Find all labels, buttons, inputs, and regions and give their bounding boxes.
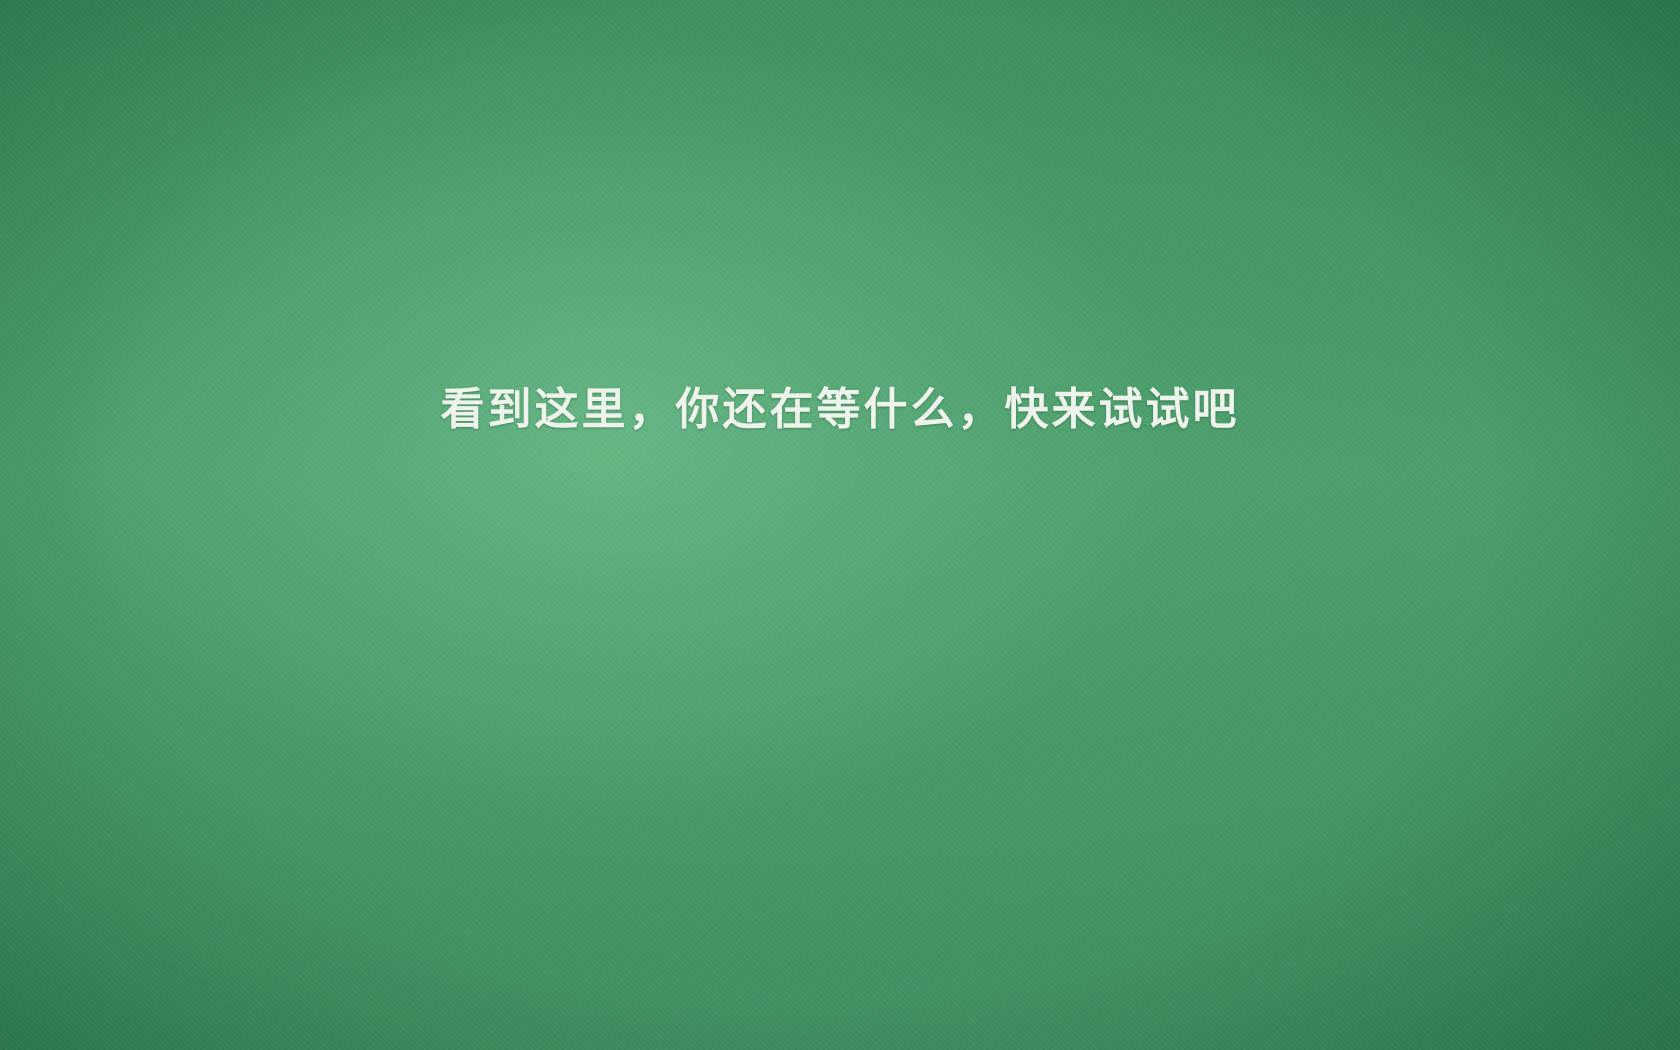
headline-message: 看到这里，你还在等什么，快来试试吧 — [440, 384, 1240, 435]
